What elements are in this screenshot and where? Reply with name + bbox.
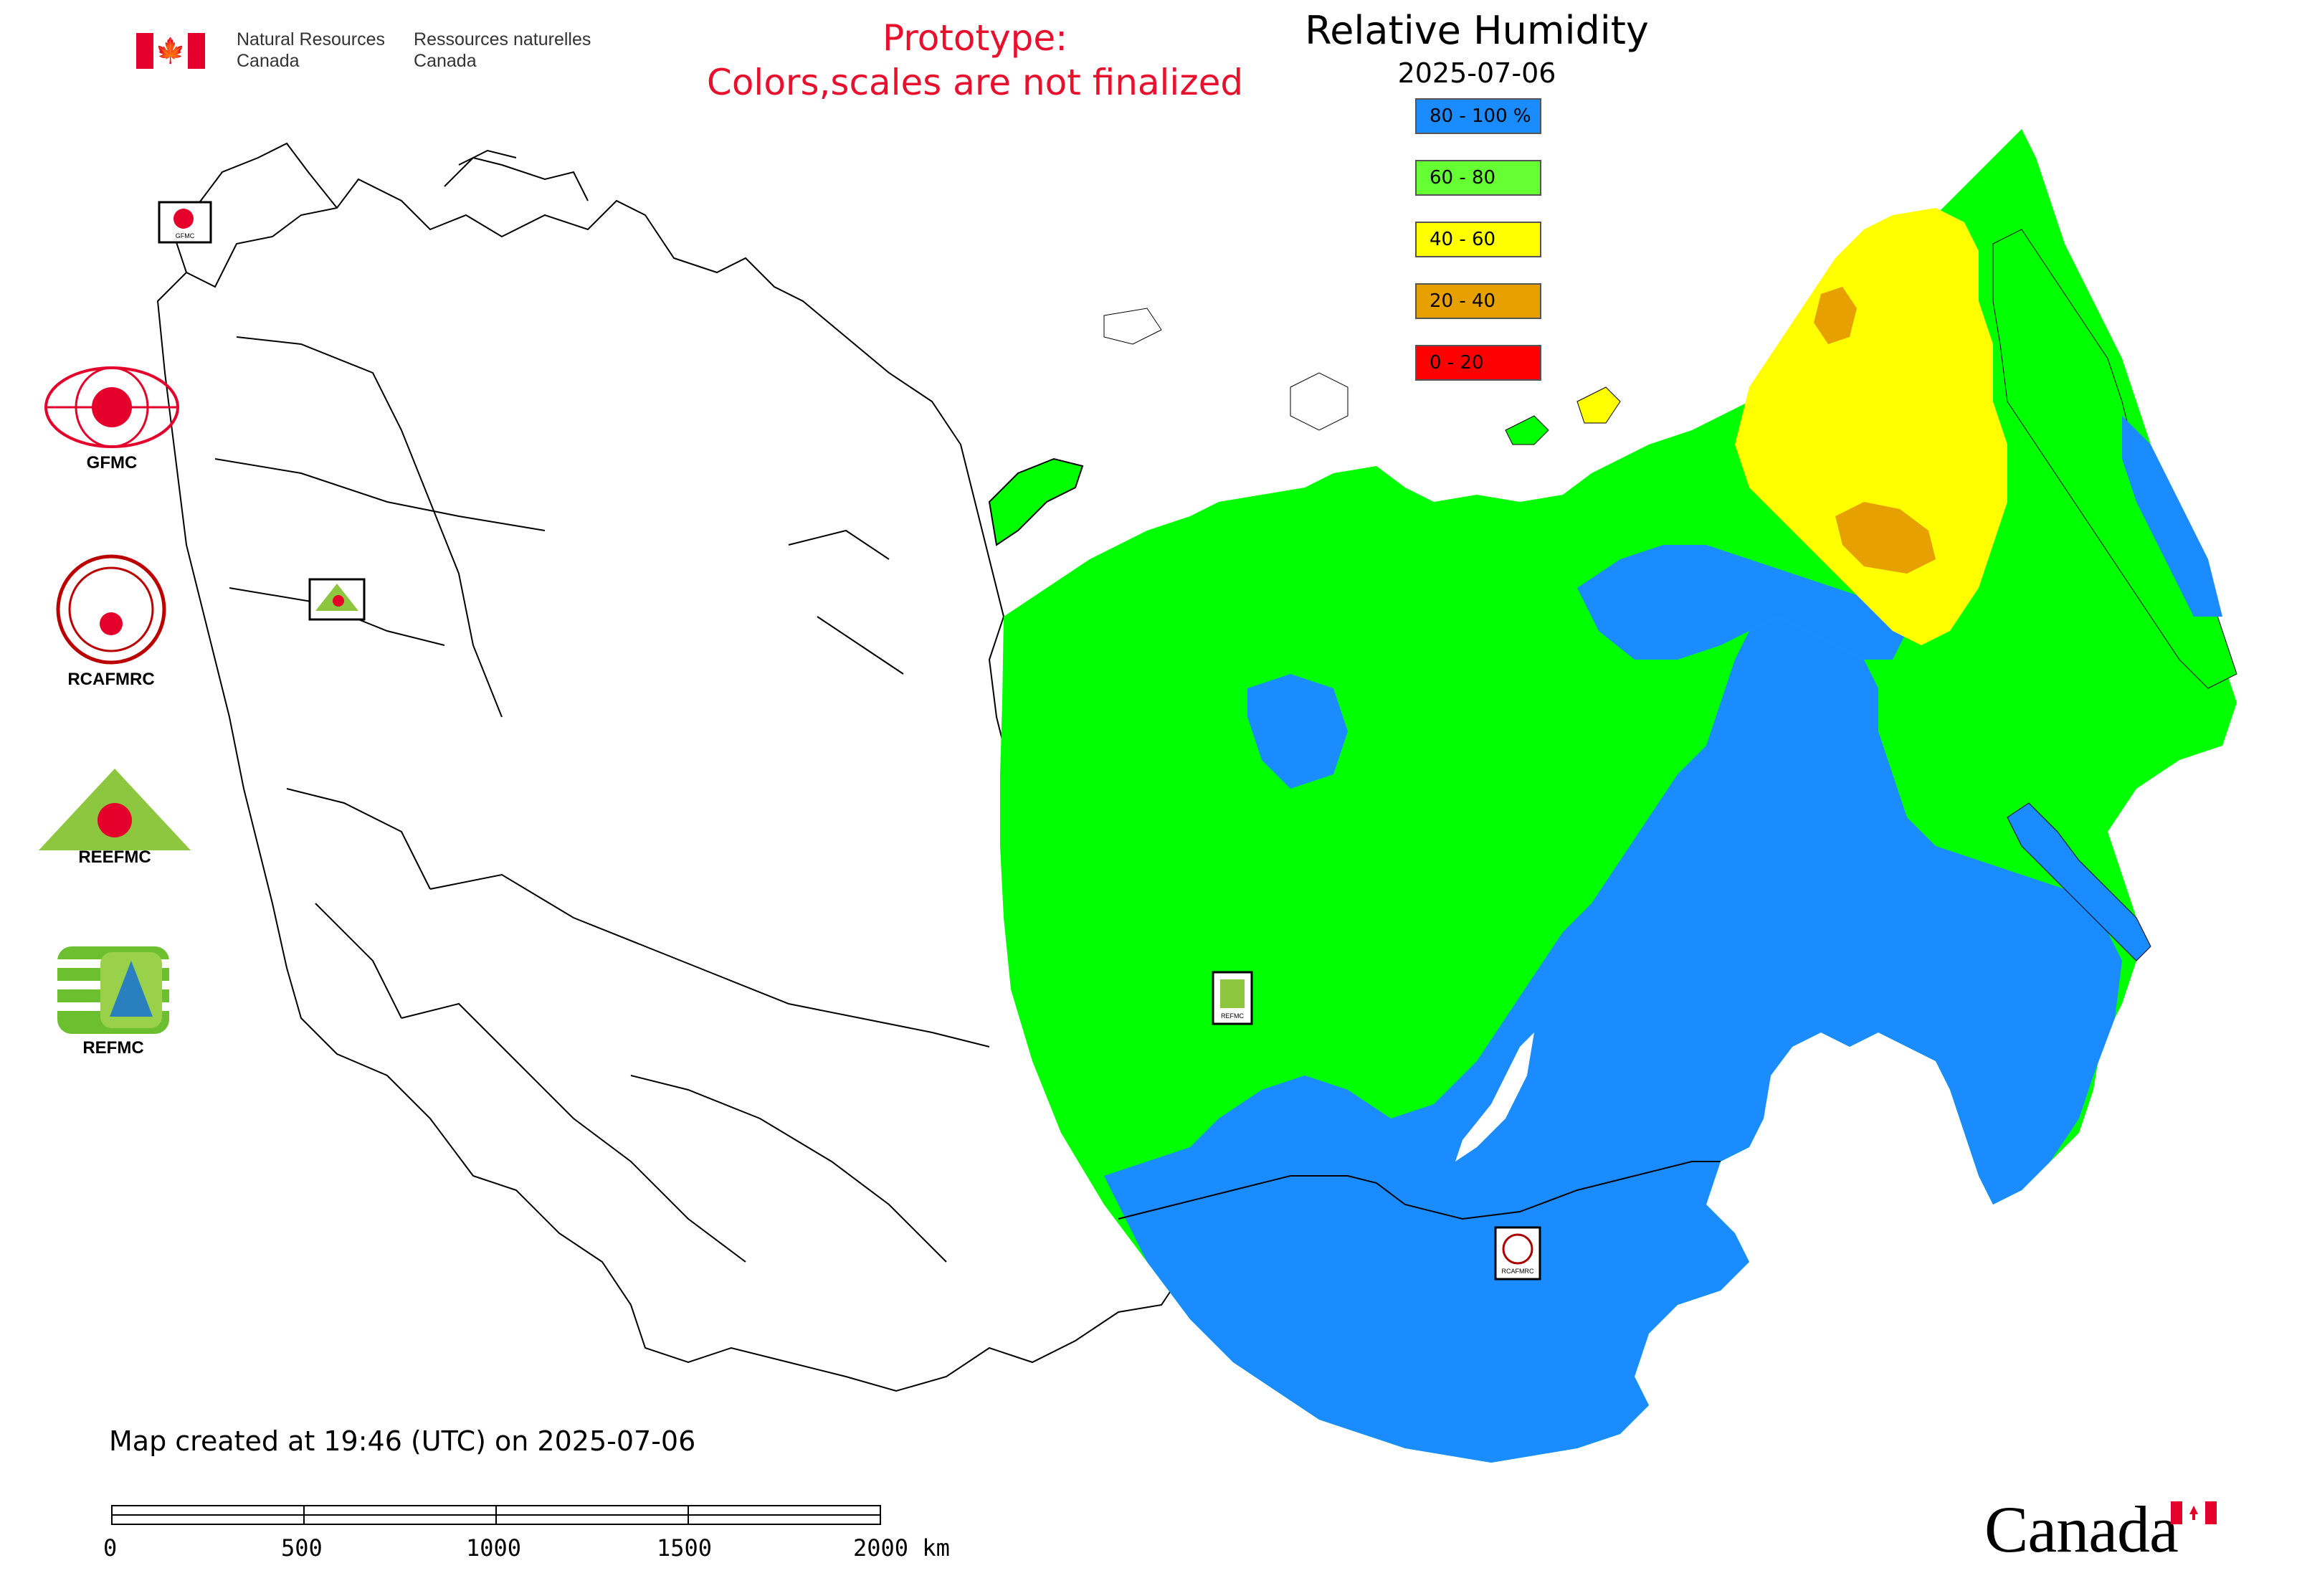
map-title-block: Relative Humidity 2025-07-06: [1276, 6, 1678, 90]
marker-refmc: REFMC: [1212, 971, 1253, 1025]
lake-baikal: [1455, 1032, 1534, 1162]
org-gfmc: GFMC: [40, 364, 184, 473]
svg-text:REEFMC: REEFMC: [78, 847, 151, 866]
legend-item-80-100: 80 - 100 %: [1415, 98, 1541, 134]
scale-label-2000: 2000 km: [853, 1534, 950, 1562]
prototype-notice: Prototype: Colors,scales are not finaliz…: [706, 17, 1244, 103]
arctic-island-2: [1290, 372, 1349, 431]
arctic-island-3: [1103, 308, 1162, 345]
legend-item-0-20: 0 - 20: [1415, 345, 1541, 381]
map-title: Relative Humidity: [1305, 8, 1649, 53]
scale-label-1500: 1500: [657, 1534, 713, 1562]
org-rcafmrc: RCAFMRC: [50, 552, 172, 690]
border-line: [1118, 1161, 1721, 1220]
marker-gfmc: GFMC: [158, 201, 212, 244]
blue-patch-central: [1247, 674, 1348, 789]
map-created-note: Map created at 19:46 (UTC) on 2025-07-06: [109, 1425, 696, 1457]
scale-label-500: 500: [281, 1534, 323, 1562]
refmc-logo-icon: [57, 946, 169, 1034]
department-name-en: Natural Resources Canada: [237, 29, 386, 71]
svg-text:RCAFMRC: RCAFMRC: [1502, 1268, 1534, 1275]
svg-text:GFMC: GFMC: [176, 232, 195, 239]
rcafmrc-logo-icon: [56, 554, 166, 665]
novaya-zemlya: [988, 457, 1084, 546]
gfmc-logo-icon: [44, 366, 179, 448]
legend-item-20-40: 20 - 40: [1415, 283, 1541, 319]
scale-label-0: 0: [103, 1534, 118, 1562]
legend-item-40-60: 40 - 60: [1415, 222, 1541, 257]
marker-rcafmrc: RCAFMRC: [1494, 1226, 1541, 1281]
scale-label-1000: 1000: [466, 1534, 522, 1562]
canada-wordmark: Canada: [1984, 1493, 2179, 1566]
arctic-island-yellow: [1576, 386, 1621, 424]
orange-patch-1: [1835, 502, 1936, 574]
map-date: 2025-07-06: [1397, 57, 1556, 89]
svg-text:REFMC: REFMC: [1221, 1012, 1244, 1020]
blue-region-north: [1577, 545, 1907, 660]
marker-reefmc: [308, 578, 366, 621]
yellow-region: [1735, 208, 2007, 645]
sakhalin: [2007, 802, 2151, 961]
kamchatka-blue: [2122, 416, 2222, 617]
org-refmc: REFMC: [56, 945, 171, 1058]
canada-flag-icon: 🍁: [136, 33, 205, 69]
scale-bar: [111, 1505, 881, 1525]
orange-patch-2: [1814, 287, 1857, 344]
government-header: 🍁 Natural Resources Canada Ressources na…: [136, 29, 619, 79]
blue-region-south: [1104, 617, 2122, 1463]
department-name-fr: Ressources naturelles Canada: [414, 29, 591, 71]
wordmark-flag-icon: [2171, 1501, 2217, 1524]
arctic-island-1: [1505, 415, 1549, 445]
legend-item-60-80: 60 - 80: [1415, 160, 1541, 196]
reefmc-logo-icon: REEFMC: [39, 769, 191, 867]
org-reefmc: REEFMC: [36, 766, 194, 869]
